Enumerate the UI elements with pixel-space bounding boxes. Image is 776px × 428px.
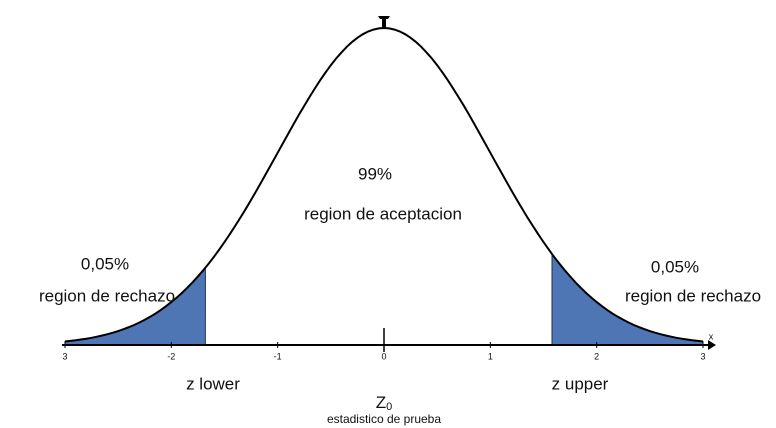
tick-label: 0 [381,351,386,361]
z-lower: z lower [186,374,240,393]
center-percent: 99% [358,164,392,183]
symbol: Z [376,393,386,412]
peak-marker [378,16,390,28]
left-label: region de rechazo [39,286,175,305]
left-rejection-region [64,266,206,346]
axis-ticks: 3 -2 -1 0 1 2 3 [62,342,706,361]
left-percent: 0,05% [81,254,129,273]
axis-label: x [709,331,714,341]
right-percent: 0,05% [651,257,699,276]
subscript: 0 [386,401,392,413]
tick-label: 3 [700,351,705,361]
tick-label: 2 [594,351,599,361]
tick-label: 1 [488,351,493,361]
tick-label: 3 [62,351,67,361]
z-upper: z upper [552,374,609,393]
tick-label: -1 [274,351,282,361]
axis-arrow [708,340,716,350]
right-label: region de rechazo [625,286,761,305]
statistic-symbol: Z0 [376,393,393,412]
statistic-label: estadistico de prueba [327,412,441,426]
tick-label: -2 [167,351,175,361]
center-label: region de aceptacion [304,204,462,223]
